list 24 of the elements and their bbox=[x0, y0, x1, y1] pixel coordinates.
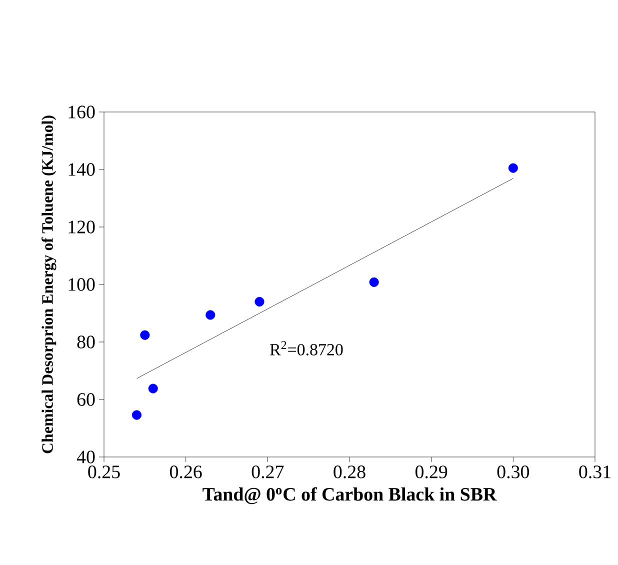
annotation: R$^{2}$=0.8720 bbox=[270, 341, 343, 356]
point bbox=[140, 330, 150, 340]
point bbox=[254, 296, 264, 307]
y-tick-label: 120 bbox=[68, 220, 95, 234]
x-axis-title: Tand@ 0$^{o}$C of Carbon Black in SBR bbox=[202, 487, 497, 504]
y-axis-title: Chemical Desorprion Energy of Toluene (KJ/mol) bbox=[42, 116, 56, 454]
y-tick-label: 80 bbox=[77, 336, 95, 348]
x-tick-label: 0.29 bbox=[415, 466, 448, 478]
y-tick-label: 140 bbox=[68, 163, 95, 176]
point bbox=[148, 384, 158, 394]
x-tick-label: 0.25 bbox=[88, 466, 120, 478]
x-tick-label: 0.26 bbox=[170, 466, 202, 478]
x-tick-label: 0.30 bbox=[497, 466, 530, 478]
x-tick-label: 0.31 bbox=[579, 466, 610, 478]
x-tick-label: 0.28 bbox=[334, 466, 366, 478]
point bbox=[206, 310, 216, 320]
point bbox=[508, 163, 518, 173]
y-tick-label: 40 bbox=[76, 450, 95, 464]
y-tick-label: 160 bbox=[68, 106, 95, 118]
x-tick-label: 0.27 bbox=[252, 466, 284, 478]
point bbox=[369, 277, 379, 287]
point bbox=[132, 410, 142, 420]
y-tick-label: 100 bbox=[68, 278, 95, 291]
y-tick-label: 60 bbox=[77, 393, 95, 406]
